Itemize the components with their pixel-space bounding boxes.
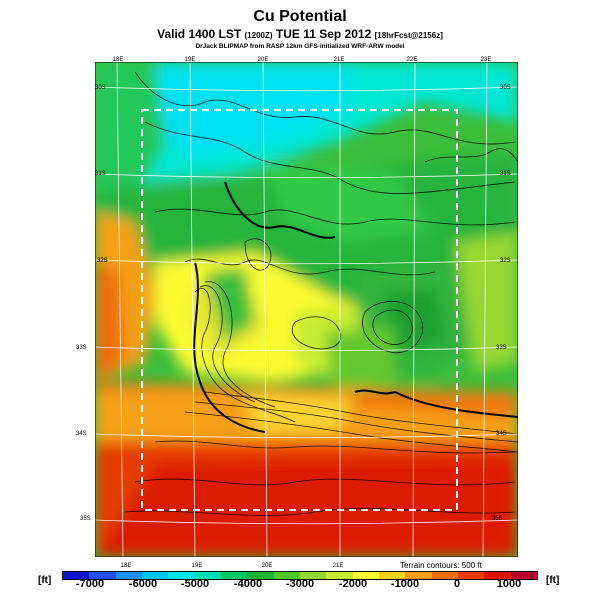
lon-label-bottom: 18E [120,563,132,569]
lat-label-right: 31S [500,171,511,177]
colorbar-tick: -7000 [75,578,105,590]
lon-label-bottom: 20E [261,563,273,569]
colorbar-tick: 1000 [496,578,522,590]
lat-label-left: 31S [95,171,106,177]
lat-label-right: 33S [496,345,507,351]
lat-label-left: 32S [97,258,108,264]
colorbar-swatch [89,572,116,579]
colorbar-tick: -3000 [285,578,315,590]
colorbar-tick: -6000 [128,578,158,590]
lon-label-top: 20E [257,57,269,63]
colorbar-tick: -2000 [338,578,368,590]
colorbar [62,571,538,580]
lon-label-top: 21E [333,57,345,63]
colorbar-swatch [273,572,300,579]
valid-time: Valid 1400 LST [157,27,242,41]
lat-label-left: 33S [76,345,87,351]
colorbar-swatch [220,572,248,579]
forecast-info: [18hrFcst@2156z] [374,31,443,40]
colorbar-swatch [299,572,327,579]
colorbar-swatch [405,572,432,579]
colorbar-swatch [141,572,169,579]
lat-label-right: 30S [500,85,511,91]
domain-boundary [141,109,458,511]
map-title: Cu Potential [253,8,347,25]
lat-label-right: 34S [496,431,507,437]
lon-label-bottom: 19E [191,563,203,569]
colorbar-swatch [247,572,274,579]
colorbar-swatch [352,572,379,579]
colorbar-swatch [115,572,142,579]
colorbar-swatch [63,572,90,579]
lat-label-left: 34S [76,431,87,437]
colorbar-swatch [168,572,195,579]
lat-label-left: 30S [95,85,106,91]
valid-date: TUE 11 Sep 2012 [275,27,372,41]
colorbar-unit-right: [ft] [546,575,560,586]
graticule [95,62,518,557]
cu-potential-map [95,62,518,557]
lon-label-top: 22E [406,57,418,63]
colorbar-tick: 0 [453,578,461,590]
coastline [193,181,518,433]
lon-label-bottom: 21E [332,563,344,569]
lat-label-right: 35S [492,516,503,522]
zulu-time: (1200Z) [244,31,273,40]
colorbar-tick: -5000 [180,578,210,590]
colorbar-swatch [194,572,221,579]
lon-label-top: 23E [480,57,492,63]
valid-time-line: Valid 1400 LST (1200Z) TUE 11 Sep 2012 [… [0,27,600,41]
model-credit: DrJack BLIPMAP from RASP 12km GFS-initia… [195,43,405,50]
lat-label-right: 32S [500,258,511,264]
lat-label-left: 35S [80,516,91,522]
cu-potential-field [95,62,518,557]
colorbar-unit-left: [ft] [38,575,52,586]
lon-label-top: 19E [184,57,196,63]
colorbar-swatch [326,572,353,579]
colorbar-swatch [431,572,458,579]
colorbar-swatch [484,572,511,579]
colorbar-swatch [510,572,537,579]
colorbar-swatch [457,572,485,579]
colorbar-tick: -4000 [233,578,263,590]
terrain-contour-note: Terrain contours: 500 ft [400,561,482,570]
colorbar-swatch [378,572,406,579]
colorbar-tick: -1000 [390,578,420,590]
lon-label-top: 18E [112,57,124,63]
